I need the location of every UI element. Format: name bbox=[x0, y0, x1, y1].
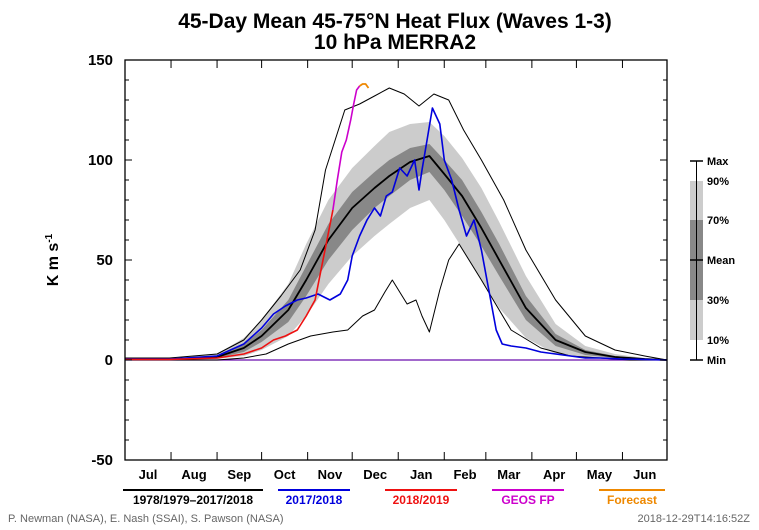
max-line bbox=[125, 87, 668, 361]
mean-line bbox=[124, 155, 668, 361]
credit-authors: P. Newman (NASA), E. Nash (SSAI), S. Paw… bbox=[8, 513, 284, 525]
series-geos-fp bbox=[332, 85, 361, 211]
scale-label: 70% bbox=[707, 215, 729, 227]
min-line bbox=[125, 243, 667, 361]
plot-frame bbox=[124, 59, 668, 461]
scale-label: 30% bbox=[707, 295, 729, 307]
x-tick-label-nov: Nov bbox=[318, 467, 343, 482]
series-2018-2019 bbox=[125, 209, 334, 361]
x-tick-label-may: May bbox=[587, 467, 613, 482]
x-tick-label-feb: Feb bbox=[453, 467, 476, 482]
legend-label: 1978/1979–2017/2018 bbox=[133, 493, 253, 507]
y-tick-label: -50 bbox=[91, 452, 113, 469]
y-tick-label: 100 bbox=[88, 152, 113, 169]
x-tick-label-oct: Oct bbox=[274, 467, 296, 482]
legend-label: Forecast bbox=[607, 493, 657, 507]
y-tick-label: 50 bbox=[96, 252, 113, 269]
x-tick-label-sep: Sep bbox=[227, 467, 251, 482]
x-tick-label-jan: Jan bbox=[410, 467, 432, 482]
scale-label: Max bbox=[707, 156, 729, 168]
x-tick-label-dec: Dec bbox=[363, 467, 387, 482]
credit-timestamp: 2018-12-29T14:16:52Z bbox=[637, 513, 750, 525]
y-tick-label: 150 bbox=[88, 52, 113, 69]
series-lines bbox=[124, 83, 668, 361]
legend-label: 2017/2018 bbox=[286, 493, 343, 507]
x-tick-label-jun: Jun bbox=[633, 467, 656, 482]
chart-subtitle: 10 hPa MERRA2 bbox=[314, 31, 476, 54]
scale-label: 90% bbox=[707, 176, 729, 188]
percentile-bands bbox=[125, 122, 667, 360]
band-10-90 bbox=[125, 122, 667, 360]
y-tick-label: 0 bbox=[105, 352, 113, 369]
x-tick-label-jul: Jul bbox=[139, 467, 158, 482]
y-axis-label: K m s-1 bbox=[44, 233, 62, 286]
legend-label: 2018/2019 bbox=[393, 493, 450, 507]
series-2017-2018 bbox=[125, 107, 668, 361]
scale-label: Min bbox=[707, 355, 726, 367]
scale-label: 10% bbox=[707, 335, 729, 347]
percentile-scale: Max 90% 70% Mean 30% 10% Min bbox=[690, 156, 735, 367]
legend: 1978/1979–2017/2018 2017/2018 2018/2019 GEO… bbox=[123, 489, 665, 507]
band-30-70 bbox=[125, 144, 667, 360]
scale-label: Mean bbox=[707, 255, 735, 267]
legend-label: GEOS FP bbox=[501, 493, 554, 507]
x-axis: Jul Aug Sep Oct Nov Dec Jan Feb Mar Apr May Jun bbox=[124, 60, 668, 482]
series-forecast bbox=[359, 83, 370, 89]
x-tick-label-mar: Mar bbox=[497, 467, 520, 482]
x-tick-label-aug: Aug bbox=[181, 467, 206, 482]
x-tick-label-apr: Apr bbox=[543, 467, 565, 482]
y-axis: -50 0 50 100 150 bbox=[88, 52, 667, 469]
chart-title: 45-Day Mean 45-75°N Heat Flux (Waves 1-3… bbox=[178, 10, 612, 33]
